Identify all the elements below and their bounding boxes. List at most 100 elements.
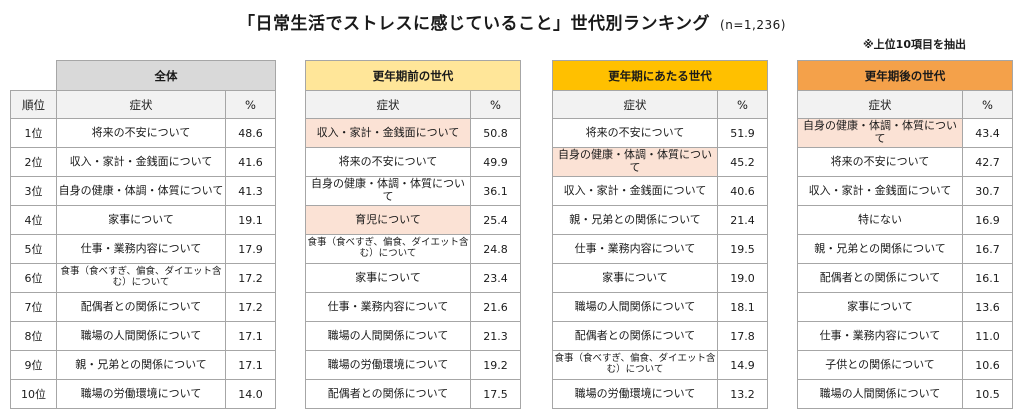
table-row: 収入・家計・金銭面について 50.8	[305, 118, 521, 148]
symptom-cell: 自身の健康・体調・体質について	[552, 147, 718, 177]
percent-cell: 13.6	[962, 292, 1013, 322]
table-row: 親・兄弟との関係について 21.4	[552, 205, 768, 235]
table-row: 家事について 19.0	[552, 263, 768, 293]
table-row: 6位 食事（食べすぎ、偏食、ダイエット含む）について 17.2	[10, 263, 276, 293]
symptom-cell: 仕事・業務内容について	[305, 292, 471, 322]
percent-cell: 18.1	[717, 292, 768, 322]
table-row: 子供との関係について 10.6	[797, 350, 1013, 380]
symptom-cell: 将来の不安について	[305, 147, 471, 177]
percent-cell: 21.3	[470, 321, 521, 351]
percent-cell: 21.6	[470, 292, 521, 322]
symptom-cell: 家事について	[56, 205, 226, 235]
percent-cell: 30.7	[962, 176, 1013, 206]
percent-cell: 41.6	[225, 147, 276, 177]
percent-cell: 17.2	[225, 263, 276, 293]
table-row: 将来の不安について 49.9	[305, 147, 521, 177]
symptom-cell: 収入・家計・金銭面について	[797, 176, 963, 206]
percent-cell: 14.0	[225, 379, 276, 409]
symptom-cell: 職場の労働環境について	[56, 379, 226, 409]
generation-header-row: 更年期後の世代	[797, 60, 1013, 91]
symptom-header: 症状	[552, 90, 718, 119]
symptom-cell: 子供との関係について	[797, 350, 963, 380]
table-row: 配偶者との関係について 17.5	[305, 379, 521, 409]
symptom-cell: 仕事・業務内容について	[552, 234, 718, 264]
generation-header-row: 全体	[11, 60, 276, 91]
rank-cell: 7位	[10, 292, 57, 322]
percent-cell: 11.0	[962, 321, 1013, 351]
symptom-cell: 職場の人間関係について	[797, 379, 963, 409]
table-row: 家事について 23.4	[305, 263, 521, 293]
percent-cell: 49.9	[470, 147, 521, 177]
ranking-table-1: 全体 順位 症状% 1位 将来の不安について 48.6 2位 収入・家計・金銭面について 41.…	[10, 60, 276, 409]
percent-cell: 25.4	[470, 205, 521, 235]
percent-cell: 43.4	[962, 118, 1013, 148]
percent-cell: 17.8	[717, 321, 768, 351]
rank-cell: 3位	[10, 176, 57, 206]
symptom-cell: 収入・家計・金銭面について	[56, 147, 226, 177]
symptom-cell: 自身の健康・体調・体質について	[797, 118, 963, 148]
table-row: 特にない 16.9	[797, 205, 1013, 235]
table-row: 仕事・業務内容について 11.0	[797, 321, 1013, 351]
generation-header: 更年期前の世代	[305, 60, 521, 91]
percent-header: %	[225, 90, 276, 119]
rank-cell: 8位	[10, 321, 57, 351]
symptom-cell: 仕事・業務内容について	[797, 321, 963, 351]
percent-cell: 16.9	[962, 205, 1013, 235]
generation-header: 全体	[56, 60, 276, 91]
symptom-cell: 親・兄弟との関係について	[797, 234, 963, 264]
percent-cell: 17.9	[225, 234, 276, 264]
table-row: 4位 家事について 19.1	[10, 205, 276, 235]
percent-cell: 10.6	[962, 350, 1013, 380]
symptom-cell: 自身の健康・体調・体質について	[56, 176, 226, 206]
percent-header: %	[962, 90, 1013, 119]
generation-header-row: 更年期前の世代	[305, 60, 521, 91]
percent-cell: 17.1	[225, 350, 276, 380]
table-row: 職場の労働環境について 13.2	[552, 379, 768, 409]
table-row: 仕事・業務内容について 19.5	[552, 234, 768, 264]
table-row: 職場の人間関係について 10.5	[797, 379, 1013, 409]
table-row: 3位 自身の健康・体調・体質について 41.3	[10, 176, 276, 206]
percent-cell: 19.0	[717, 263, 768, 293]
table-row: 1位 将来の不安について 48.6	[10, 118, 276, 148]
table-row: 自身の健康・体調・体質について 43.4	[797, 118, 1013, 148]
percent-cell: 16.1	[962, 263, 1013, 293]
percent-cell: 14.9	[717, 350, 768, 380]
symptom-cell: 仕事・業務内容について	[56, 234, 226, 264]
table-row: 親・兄弟との関係について 16.7	[797, 234, 1013, 264]
symptom-cell: 職場の労働環境について	[552, 379, 718, 409]
table-row: 将来の不安について 51.9	[552, 118, 768, 148]
rank-header: 順位	[10, 90, 57, 119]
symptom-cell: 将来の不安について	[552, 118, 718, 148]
percent-cell: 17.5	[470, 379, 521, 409]
percent-cell: 45.2	[717, 147, 768, 177]
symptom-cell: 職場の人間関係について	[552, 292, 718, 322]
rank-cell: 4位	[10, 205, 57, 235]
symptom-cell: 収入・家計・金銭面について	[552, 176, 718, 206]
symptom-cell: 職場の労働環境について	[305, 350, 471, 380]
column-header-row: 症状%	[305, 90, 521, 119]
note-top10: ※上位10項目を抽出	[862, 38, 966, 51]
blank-cell	[11, 61, 57, 91]
generation-header: 更年期後の世代	[797, 60, 1013, 91]
symptom-cell: 家事について	[305, 263, 471, 293]
rank-cell: 2位	[10, 147, 57, 177]
ranking-table-4: 更年期後の世代 症状% 自身の健康・体調・体質について 43.4 将来の不安について 42…	[797, 60, 1013, 409]
percent-header: %	[470, 90, 521, 119]
percent-cell: 36.1	[470, 176, 521, 206]
column-header-row: 順位 症状%	[10, 90, 276, 119]
percent-cell: 13.2	[717, 379, 768, 409]
percent-cell: 40.6	[717, 176, 768, 206]
percent-cell: 50.8	[470, 118, 521, 148]
generation-header-row: 更年期にあたる世代	[552, 60, 768, 91]
column-header-row: 症状%	[552, 90, 768, 119]
symptom-header: 症状	[305, 90, 471, 119]
percent-cell: 19.2	[470, 350, 521, 380]
table-row: 将来の不安について 42.7	[797, 147, 1013, 177]
symptom-cell: 家事について	[552, 263, 718, 293]
sample-size: (n=1,236)	[720, 18, 786, 32]
rank-cell: 1位	[10, 118, 57, 148]
symptom-cell: 配偶者との関係について	[56, 292, 226, 322]
percent-cell: 19.5	[717, 234, 768, 264]
chart-title: 「日常生活でストレスに感じていること」世代別ランキング (n=1,236)	[0, 9, 1024, 34]
symptom-cell: 職場の人間関係について	[305, 321, 471, 351]
